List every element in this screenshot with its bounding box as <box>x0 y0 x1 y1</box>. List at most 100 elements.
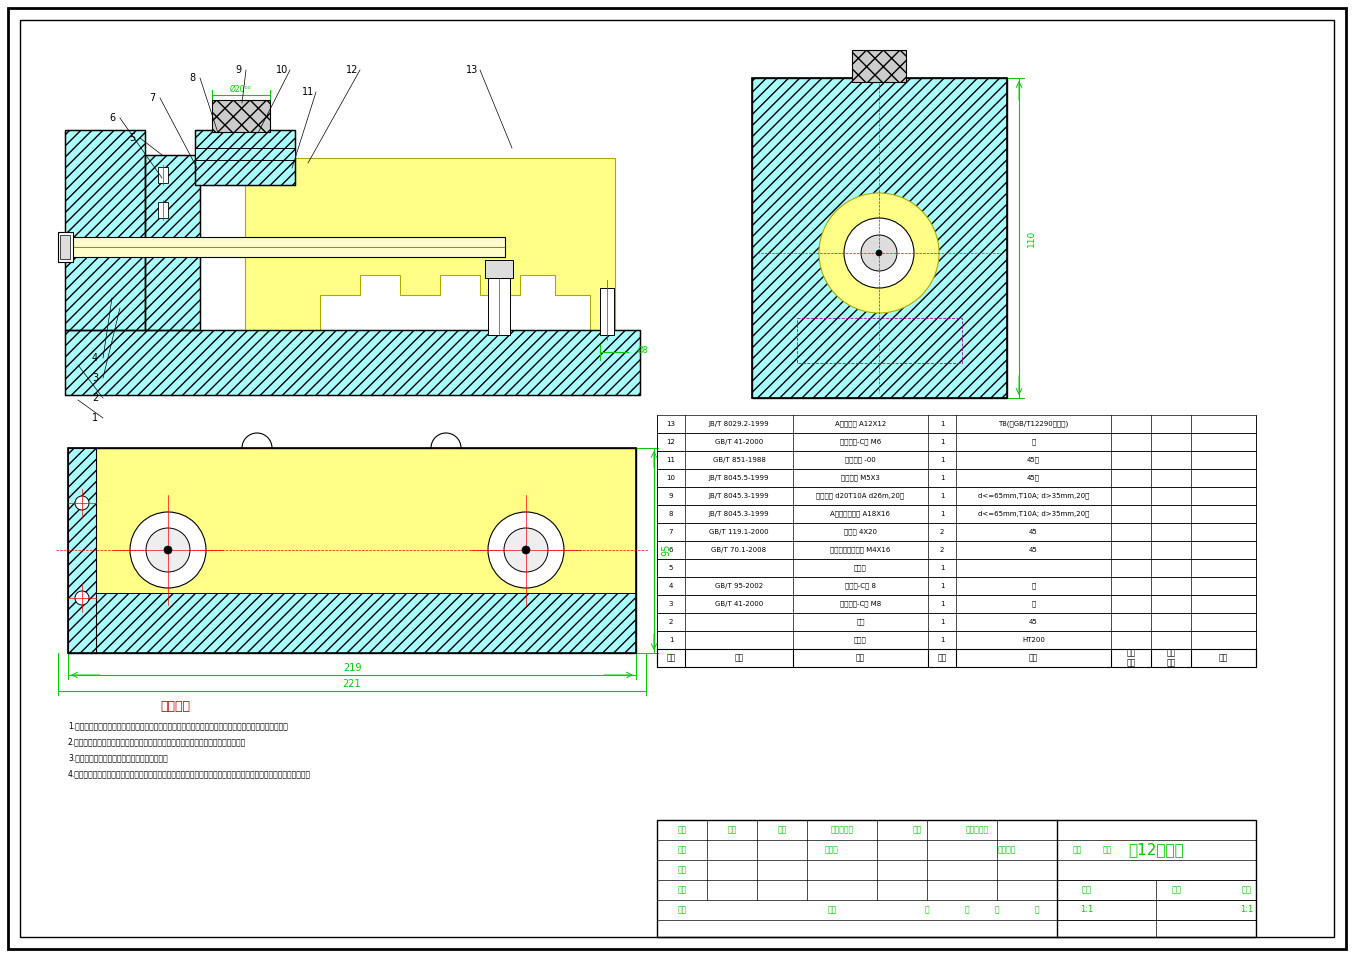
Text: 5: 5 <box>669 565 673 571</box>
Bar <box>195 130 295 185</box>
Text: 工艺: 工艺 <box>677 905 686 915</box>
Text: 标准化: 标准化 <box>825 845 839 855</box>
Text: HT200: HT200 <box>1022 637 1045 643</box>
Bar <box>145 155 200 330</box>
Text: 序号: 序号 <box>666 654 676 662</box>
Bar <box>657 505 1257 523</box>
Text: 第: 第 <box>995 905 999 915</box>
Bar <box>751 78 1007 398</box>
Text: 1: 1 <box>940 619 944 625</box>
Text: 代号: 代号 <box>734 654 743 662</box>
Circle shape <box>861 235 896 271</box>
Text: 1:1: 1:1 <box>1240 905 1254 915</box>
Text: 技术要求: 技术要求 <box>160 700 190 713</box>
Text: 6: 6 <box>108 113 115 123</box>
Text: 11: 11 <box>666 457 676 463</box>
Circle shape <box>487 512 565 588</box>
Circle shape <box>130 512 206 588</box>
Text: 10: 10 <box>666 475 676 481</box>
Text: JB/T 8045.5-1999: JB/T 8045.5-1999 <box>708 475 769 481</box>
Bar <box>68 448 636 653</box>
Bar <box>657 559 1257 577</box>
Circle shape <box>819 193 940 313</box>
Text: GB/T 41-2000: GB/T 41-2000 <box>715 439 764 445</box>
Circle shape <box>504 528 548 572</box>
Text: 219: 219 <box>343 663 362 673</box>
Text: 45钢: 45钢 <box>1026 456 1040 463</box>
Text: 13: 13 <box>466 65 478 75</box>
Bar <box>657 595 1257 613</box>
Bar <box>65 130 145 330</box>
Text: 钢: 钢 <box>1032 601 1036 608</box>
Text: GB/T 41-2000: GB/T 41-2000 <box>715 601 764 607</box>
Polygon shape <box>245 158 615 330</box>
Text: GB/T 95-2002: GB/T 95-2002 <box>715 583 764 589</box>
Text: 1: 1 <box>940 421 944 427</box>
Text: 比例: 比例 <box>1242 885 1252 895</box>
Text: 处数: 处数 <box>727 826 737 835</box>
Text: 4.螺钉、螺柱和螺母等属固时，严禁行在规定用不允选的量具及扳手，原则后顺转螺、螺柱和螺钉，螺栓头不得损坏。: 4.螺钉、螺柱和螺母等属固时，严禁行在规定用不允选的量具及扳手，原则后顺转螺、螺… <box>68 769 311 778</box>
Text: 12: 12 <box>345 65 359 75</box>
Text: 1: 1 <box>940 565 944 571</box>
Text: 45: 45 <box>1029 547 1039 553</box>
Text: 2: 2 <box>940 547 944 553</box>
Text: 共: 共 <box>925 905 929 915</box>
Text: 审核: 审核 <box>677 865 686 875</box>
Bar <box>657 541 1257 559</box>
Bar <box>600 288 613 335</box>
Text: 3.配配过程中零件不允折断、磁、装置和柳钉。: 3.配配过程中零件不允折断、磁、装置和柳钉。 <box>68 753 168 762</box>
Bar <box>158 202 168 218</box>
Bar <box>158 167 168 183</box>
Text: 钻模板: 钻模板 <box>854 565 867 571</box>
Text: 1.零件在装配前必须清除切割端毛刺，不得有毛刺、飞边、氧化皮、碰伤、划痕、锈蚀、零色附着污垢等。: 1.零件在装配前必须清除切割端毛刺，不得有毛刺、飞边、氧化皮、碰伤、划痕、锈蚀、… <box>68 721 288 730</box>
Text: GB/T 851-1988: GB/T 851-1988 <box>712 457 765 463</box>
Bar <box>852 50 906 82</box>
Text: 1: 1 <box>940 457 944 463</box>
Bar <box>657 415 1257 433</box>
Bar <box>68 593 636 653</box>
Text: 平垫圈-C级 8: 平垫圈-C级 8 <box>845 583 876 590</box>
Text: 阶段标记: 阶段标记 <box>998 845 1017 855</box>
Bar <box>65 237 505 257</box>
Text: 更改文件号: 更改文件号 <box>830 826 853 835</box>
Text: 9: 9 <box>669 493 673 499</box>
Text: 8: 8 <box>669 511 673 517</box>
Circle shape <box>74 591 89 605</box>
Text: d<=65mm,T10A; d>35mm,20钢: d<=65mm,T10A; d>35mm,20钢 <box>978 511 1089 518</box>
Text: 内六角圆柱头螺钉 M4X16: 内六角圆柱头螺钉 M4X16 <box>830 546 891 553</box>
Text: 4: 4 <box>92 353 97 363</box>
Text: Ø20⁰⁰: Ø20⁰⁰ <box>230 84 252 94</box>
Text: 12: 12 <box>666 439 676 445</box>
Bar <box>657 631 1257 649</box>
Text: 钻12孔夹具: 钻12孔夹具 <box>1129 842 1185 857</box>
Text: 比例: 比例 <box>1082 885 1091 895</box>
Circle shape <box>146 528 190 572</box>
Text: JB/T 8045.3-1999: JB/T 8045.3-1999 <box>708 511 769 517</box>
Text: 1: 1 <box>940 439 944 445</box>
Bar <box>657 487 1257 505</box>
Text: 7: 7 <box>669 529 673 535</box>
Bar <box>657 820 1257 937</box>
Bar <box>58 232 73 262</box>
Text: 110: 110 <box>1026 230 1036 247</box>
Text: 1: 1 <box>940 493 944 499</box>
Text: 2: 2 <box>92 393 97 403</box>
Text: 六角螺母-C级 M6: 六角螺母-C级 M6 <box>839 438 881 445</box>
Bar <box>657 523 1257 541</box>
Text: 45: 45 <box>1029 619 1039 625</box>
Text: 3: 3 <box>92 373 97 383</box>
Bar <box>60 235 70 259</box>
Bar <box>195 148 295 160</box>
Text: 1:1: 1:1 <box>1080 905 1094 915</box>
Text: 审核: 审核 <box>677 885 686 895</box>
Text: 圆柱销 4X20: 圆柱销 4X20 <box>844 528 877 535</box>
Bar <box>195 130 295 185</box>
Text: A型钻套用衬套 A18X16: A型钻套用衬套 A18X16 <box>830 511 891 518</box>
Bar <box>798 318 961 363</box>
Text: JB/T 8029.2-1999: JB/T 8029.2-1999 <box>708 421 769 427</box>
Text: 钢: 钢 <box>1032 438 1036 445</box>
Text: 1: 1 <box>940 601 944 607</box>
Text: 1: 1 <box>669 637 673 643</box>
Bar <box>65 330 640 395</box>
Text: A型支承钉 A12X12: A型支承钉 A12X12 <box>835 421 886 428</box>
